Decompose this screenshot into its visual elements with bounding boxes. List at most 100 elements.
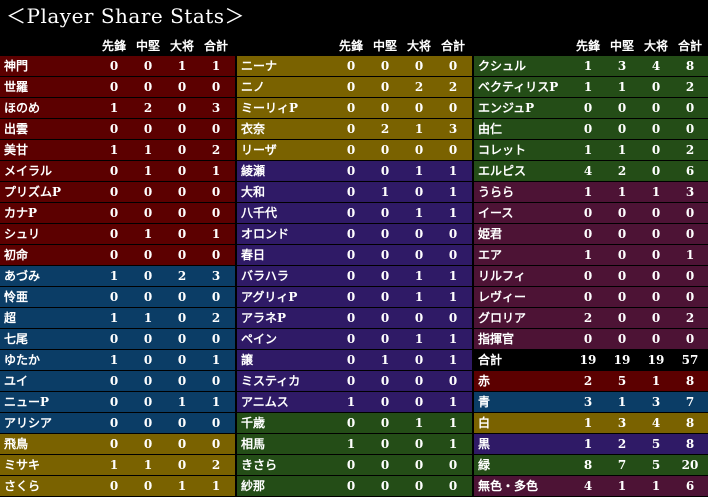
total-value: 0 — [685, 101, 695, 115]
table-row: 美甘 1 1 0 2 — [0, 140, 235, 161]
player-name: ニューP — [4, 395, 50, 409]
senpo-value: 0 — [109, 248, 119, 262]
player-name: さくら — [4, 479, 41, 493]
senpo-value: 0 — [346, 80, 356, 94]
chuken-value: 1 — [143, 458, 153, 472]
total-value: 0 — [448, 143, 458, 157]
player-name: 緑 — [478, 458, 491, 472]
player-name: ニノ — [241, 80, 266, 94]
chuken-value: 1 — [143, 227, 153, 241]
chuken-value: 0 — [143, 248, 153, 262]
table-row: グロリア 2 0 0 2 — [474, 308, 708, 329]
total-value: 0 — [211, 122, 221, 136]
player-name: 超 — [4, 311, 17, 325]
taisho-value: 0 — [651, 248, 661, 262]
player-name: 大和 — [241, 185, 266, 199]
taisho-value: 0 — [177, 185, 187, 199]
senpo-value: 0 — [583, 290, 593, 304]
table-row: コレット 1 1 0 2 — [474, 140, 708, 161]
senpo-value: 0 — [346, 101, 356, 115]
senpo-value: 0 — [109, 227, 119, 241]
header-total: 合計 — [440, 39, 465, 53]
header-taisho: 大将 — [169, 39, 194, 53]
taisho-value: 0 — [177, 143, 187, 157]
chuken-value: 3 — [617, 416, 627, 430]
total-value: 1 — [685, 248, 695, 262]
taisho-value: 0 — [414, 59, 424, 73]
taisho-value: 0 — [177, 206, 187, 220]
chuken-value: 0 — [143, 122, 153, 136]
player-name: ミーリィP — [241, 101, 299, 115]
total-value: 0 — [211, 437, 221, 451]
player-name: 赤 — [478, 374, 491, 388]
chuken-value: 0 — [380, 458, 390, 472]
total-value: 0 — [448, 479, 458, 493]
player-name: アグリィP — [241, 290, 298, 304]
player-name: エンジュP — [478, 101, 535, 115]
chuken-value: 2 — [617, 164, 627, 178]
total-value: 8 — [685, 416, 695, 430]
total-value: 1 — [448, 185, 458, 199]
chuken-value: 0 — [380, 248, 390, 262]
table-row: ベクティリスP 1 1 0 2 — [474, 77, 708, 98]
table-row: アニムス 1 0 0 1 — [237, 392, 472, 413]
table-row: エンジュP 0 0 0 0 — [474, 98, 708, 119]
player-name: 世羅 — [4, 80, 29, 94]
total-value: 0 — [211, 206, 221, 220]
total-value: 1 — [211, 395, 221, 409]
total-value: 1 — [448, 437, 458, 451]
table-row: 合計 19 19 19 57 — [474, 350, 708, 371]
total-value: 0 — [448, 458, 458, 472]
taisho-value: 0 — [651, 122, 661, 136]
table-row: 怜亜 0 0 0 0 — [0, 287, 235, 308]
taisho-value: 19 — [647, 353, 665, 367]
senpo-value: 1 — [583, 437, 593, 451]
header-chuken: 中堅 — [609, 39, 634, 53]
total-value: 7 — [685, 395, 695, 409]
table-row: 紗那 0 0 0 0 — [237, 476, 472, 497]
total-value: 0 — [448, 227, 458, 241]
table-row: きさら 0 0 0 0 — [237, 455, 472, 476]
table-row: 姫君 0 0 0 0 — [474, 224, 708, 245]
senpo-value: 0 — [346, 122, 356, 136]
player-name: 千歳 — [241, 416, 266, 430]
stats-panel-right: 先鋒 中堅 大将 合計 クシュル 1 3 4 8 ベクティリスP 1 1 0 2 エンジュP 0 0 0 0… — [474, 36, 708, 497]
senpo-value: 0 — [346, 374, 356, 388]
player-name: あづみ — [4, 269, 41, 283]
total-value: 1 — [211, 479, 221, 493]
table-row: あづみ 1 0 2 3 — [0, 266, 235, 287]
taisho-value: 0 — [651, 269, 661, 283]
total-value: 8 — [685, 437, 695, 451]
chuken-value: 0 — [143, 437, 153, 451]
taisho-value: 1 — [177, 395, 187, 409]
senpo-value: 1 — [583, 248, 593, 262]
chuken-value: 19 — [613, 353, 631, 367]
chuken-value: 0 — [380, 290, 390, 304]
taisho-value: 0 — [651, 332, 661, 346]
player-name: リーザ — [241, 143, 277, 157]
total-value: 1 — [211, 59, 221, 73]
stats-rows: ニーナ 0 0 0 0 ニノ 0 0 2 2 ミーリィP 0 0 0 0 衣奈 0 2 1 3 リーザ 0 0 0 0 綾瀬 0 0 1… — [237, 56, 472, 497]
chuken-value: 0 — [380, 227, 390, 241]
senpo-value: 1 — [109, 458, 119, 472]
table-row: ミサキ 1 1 0 2 — [0, 455, 235, 476]
chuken-value: 0 — [380, 416, 390, 430]
taisho-value: 5 — [651, 458, 661, 472]
taisho-value: 1 — [414, 269, 424, 283]
total-value: 20 — [681, 458, 699, 472]
senpo-value: 0 — [109, 122, 119, 136]
table-row: エルピス 4 2 0 6 — [474, 161, 708, 182]
player-name: オロンド — [241, 227, 290, 241]
senpo-value: 1 — [109, 311, 119, 325]
player-name: アニムス — [241, 395, 289, 409]
chuken-value: 0 — [143, 206, 153, 220]
stats-rows: 神門 0 0 1 1 世羅 0 0 0 0 ほのめ 1 2 0 3 出雲 0 0 0 0 美甘 1 1 0 2 メイラル 0 1 0 1 プ… — [0, 56, 235, 497]
taisho-value: 0 — [651, 80, 661, 94]
stats-rows: クシュル 1 3 4 8 ベクティリスP 1 1 0 2 エンジュP 0 0 0 0 由仁 0 0 0 0 コレット 1 1… — [474, 56, 708, 497]
player-name: 由仁 — [478, 122, 503, 136]
header-taisho: 大将 — [406, 39, 431, 53]
table-row: うらら 1 1 1 3 — [474, 182, 708, 203]
taisho-value: 0 — [651, 164, 661, 178]
chuken-value: 0 — [380, 59, 390, 73]
